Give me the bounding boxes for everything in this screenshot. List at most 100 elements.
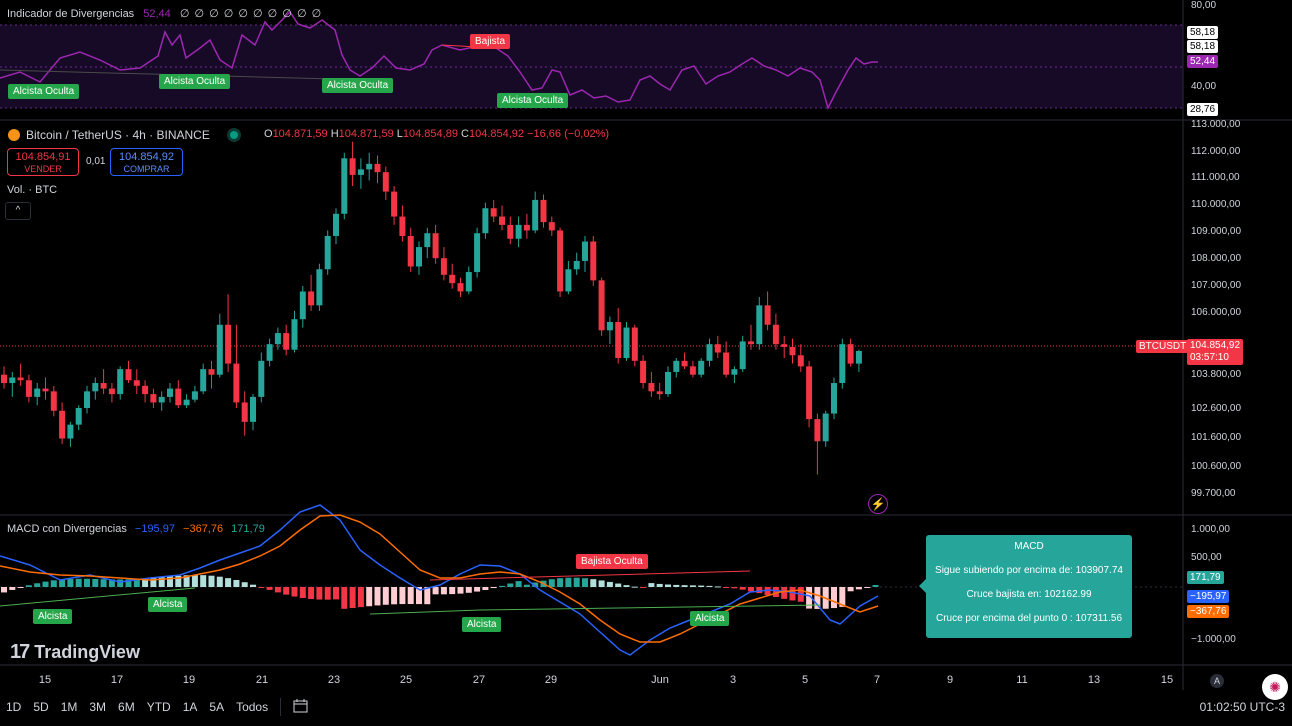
- macd-histogram-bar: [142, 578, 149, 587]
- candle-body: [357, 169, 364, 175]
- macd-histogram-bar: [108, 579, 115, 587]
- candle-body: [855, 350, 862, 364]
- macd-histogram-bar: [341, 587, 348, 609]
- candle-body: [100, 383, 107, 389]
- rsi-axis-label: 40,00: [1191, 81, 1217, 92]
- close-value: 104.854,92: [468, 128, 525, 140]
- symbol-name: Bitcoin / TetherUS · 4h · BINANCE: [26, 128, 210, 142]
- timeframe-ytd[interactable]: YTD: [146, 700, 171, 714]
- macd-legend: MACD con Divergencias −195,97 −367,76 17…: [7, 523, 265, 535]
- timeframe-5d[interactable]: 5D: [33, 700, 49, 714]
- rsi-legend: Indicador de Divergencias 52,44 ∅ ∅ ∅ ∅ …: [7, 7, 322, 20]
- candle-body: [797, 355, 804, 367]
- macd-histogram-bar: [756, 587, 763, 594]
- lightning-icon[interactable]: ⚡: [868, 494, 888, 514]
- brain-icon[interactable]: ✺: [1262, 674, 1288, 700]
- card-line: Cruce por encima del punto 0 : 107311.56: [935, 613, 1123, 624]
- macd-label-bullish: Alcista: [462, 617, 502, 632]
- rsi-value: 52,44: [143, 8, 171, 20]
- price-axis-label: 103.800,00: [1191, 369, 1242, 380]
- macd-histogram-bar: [1, 587, 7, 593]
- candle-body: [814, 419, 821, 442]
- candle-body: [689, 366, 696, 375]
- candle-body: [42, 388, 49, 392]
- rsi-label-bullish-hidden: Alcista Oculta: [159, 74, 231, 89]
- collapse-legend-button[interactable]: ^: [5, 202, 31, 220]
- macd-label-bullish: Alcista: [33, 609, 73, 624]
- price-axis-label: 107.000,00: [1191, 280, 1242, 291]
- macd-histogram-bar: [789, 587, 796, 601]
- buy-button[interactable]: 104.854,92 COMPRAR: [110, 148, 183, 176]
- rsi-label-bearish: Bajista: [470, 34, 511, 49]
- symbol-legend[interactable]: Bitcoin / TetherUS · 4h · BINANCE: [8, 128, 238, 142]
- last-price: 104.854,92: [1190, 340, 1241, 351]
- time-axis-label: 9: [946, 674, 954, 686]
- timeframe-6m[interactable]: 6M: [118, 700, 135, 714]
- macd-histogram-bar: [299, 587, 306, 598]
- candle-body: [150, 394, 157, 403]
- candle-body: [1, 374, 7, 384]
- macd-histogram-bar: [92, 578, 99, 587]
- macd-histogram-bar: [200, 575, 207, 587]
- rsi-label-bullish-hidden: Alcista Oculta: [8, 84, 80, 99]
- timeframe-1m[interactable]: 1M: [60, 700, 78, 714]
- symbol-price-tag: BTCUSDT: [1136, 340, 1190, 353]
- candle-body: [698, 360, 705, 375]
- candle-body: [440, 258, 447, 275]
- candle-body: [424, 233, 431, 248]
- macd-histogram: [1, 575, 879, 609]
- candle-body: [565, 269, 572, 292]
- tradingview-logo: 17 TradingView: [10, 641, 140, 664]
- candle-body: [50, 391, 57, 411]
- candle-body: [324, 235, 331, 270]
- macd-histogram-bar: [872, 585, 879, 587]
- macd-histogram-bar: [764, 587, 771, 596]
- timeframe-1d[interactable]: 1D: [6, 700, 22, 714]
- macd-histogram-bar: [133, 579, 140, 587]
- candle-body: [499, 216, 505, 225]
- macd-histogram-bar: [167, 576, 173, 587]
- high-label: H: [330, 128, 339, 140]
- candle-body: [299, 291, 306, 320]
- time-axis-label: Jun: [651, 674, 669, 686]
- timeframe-5a[interactable]: 5A: [209, 700, 225, 714]
- bitcoin-icon: [8, 129, 20, 141]
- candle-body: [133, 380, 140, 386]
- calendar-icon[interactable]: [287, 698, 315, 716]
- histogram-value: 171,79: [231, 523, 265, 535]
- macd-info-card: MACD Sigue subiendo por encima de: 10390…: [919, 535, 1132, 638]
- candle-body: [847, 344, 854, 364]
- macd-histogram-bar: [150, 577, 157, 587]
- clock[interactable]: 01:02:50 UTC-3: [1199, 700, 1285, 714]
- timeframe-1a[interactable]: 1A: [182, 700, 198, 714]
- macd-histogram-bar: [814, 587, 821, 609]
- candle-body: [665, 371, 671, 395]
- macd-histogram-bar: [374, 587, 381, 606]
- bottom-toolbar: 1D 5D 1M 3M 6M YTD 1A 5A Todos: [0, 696, 315, 718]
- last-price-tag: 104.854,92 03:57:10: [1187, 339, 1244, 365]
- price-axis-label: 109.000,00: [1191, 226, 1242, 237]
- macd-histogram-bar: [706, 585, 713, 587]
- macd-histogram-bar: [673, 584, 680, 587]
- open-value: 104.871,59: [272, 128, 328, 140]
- macd-histogram-bar: [590, 579, 597, 587]
- timeframe-3m[interactable]: 3M: [89, 700, 107, 714]
- macd-divergence-line: [479, 604, 821, 611]
- price-axis-label: 111.000,00: [1191, 172, 1240, 183]
- candle-body: [233, 363, 240, 403]
- auto-scale-button[interactable]: A: [1210, 674, 1224, 688]
- macd-histogram-bar: [366, 587, 373, 607]
- candle-body: [125, 369, 132, 381]
- candle-body: [714, 344, 721, 353]
- timeframe-all[interactable]: Todos: [236, 700, 269, 714]
- macd-histogram-bar: [465, 587, 472, 593]
- macd-histogram-bar: [507, 583, 514, 587]
- signal-value: −367,76: [183, 523, 224, 535]
- rsi-line: [0, 10, 878, 111]
- macd-histogram-bar: [640, 587, 647, 588]
- candle-body: [59, 410, 66, 439]
- sell-button[interactable]: 104.854,91 VENDER: [7, 148, 79, 176]
- rsi-value-tag: 52,44: [1187, 55, 1219, 68]
- price-axis-label: 101.600,00: [1191, 432, 1242, 443]
